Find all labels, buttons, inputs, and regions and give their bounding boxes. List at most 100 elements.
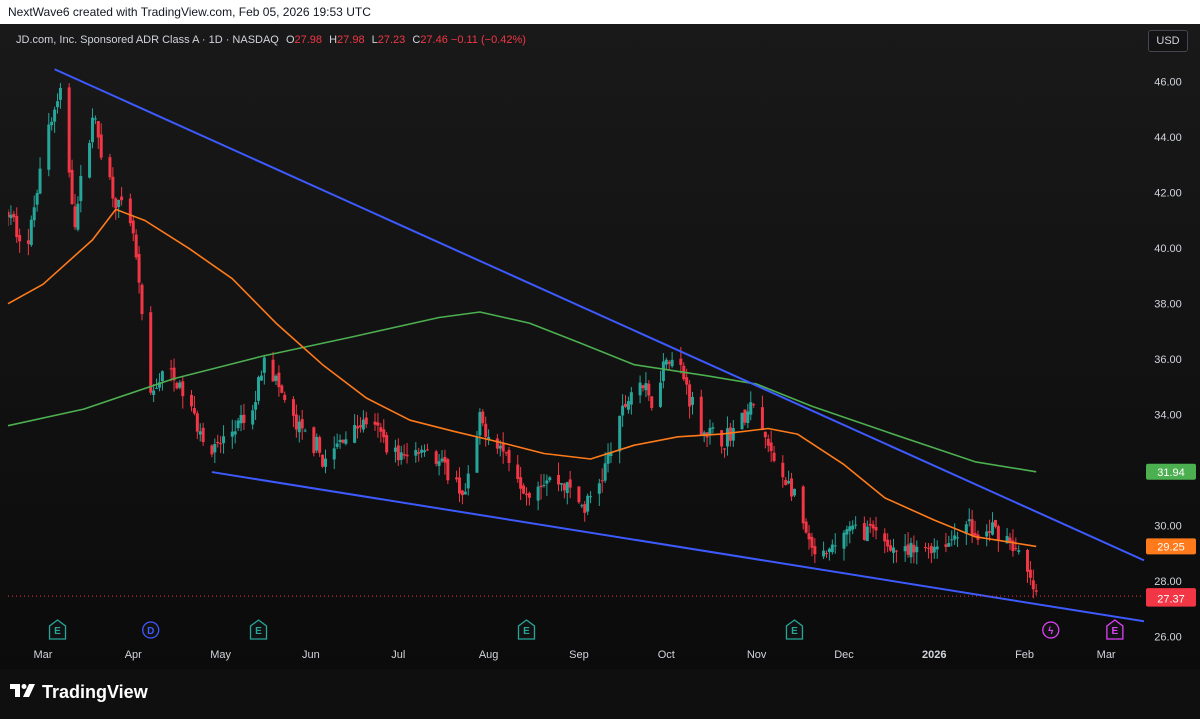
y-tick-label: 42.00	[1154, 188, 1182, 200]
candle-body	[964, 524, 968, 534]
candle-body	[303, 430, 307, 432]
candle-body	[545, 480, 549, 484]
candle-body	[192, 408, 196, 414]
tradingview-logo[interactable]: TradingView	[10, 682, 148, 703]
candle-body	[8, 211, 10, 217]
candle-body	[865, 526, 869, 542]
candle-body	[746, 411, 750, 424]
candle-body	[728, 427, 732, 441]
candle-body	[312, 427, 316, 454]
candle-body	[906, 544, 910, 555]
candle-body	[131, 220, 135, 234]
candle-body	[425, 449, 429, 451]
candle-body	[851, 525, 855, 530]
candle-body	[172, 367, 176, 381]
candle-body	[53, 109, 57, 122]
tradingview-logo-icon	[10, 682, 36, 703]
candle-body	[641, 385, 645, 389]
footer-bar	[0, 669, 1200, 719]
x-tick-label: Oct	[658, 649, 675, 661]
candle-body	[332, 448, 336, 460]
candle-body	[457, 477, 461, 494]
candle-body	[379, 427, 383, 432]
currency-button[interactable]: USD	[1148, 30, 1188, 52]
price-label-bg	[1146, 463, 1196, 480]
candle-body	[568, 479, 572, 488]
candle-body	[944, 544, 948, 547]
candle-body	[813, 546, 817, 555]
candle-body	[111, 176, 115, 199]
chart-panel[interactable]	[0, 24, 1200, 669]
candle-body	[222, 436, 226, 444]
candle-body	[364, 417, 368, 425]
candle-body	[495, 438, 499, 449]
candle-body	[356, 426, 360, 429]
candle-body	[47, 124, 51, 170]
candle-body	[70, 169, 74, 204]
candle-body	[417, 452, 421, 454]
candle-body	[155, 387, 159, 389]
low-label: L	[371, 34, 378, 46]
candle-body	[38, 168, 42, 194]
candle-body	[1028, 569, 1032, 578]
candle-body	[181, 381, 185, 397]
candle-body	[399, 452, 403, 460]
candle-body	[93, 118, 97, 120]
candle-body	[507, 449, 511, 463]
candle-body	[891, 547, 895, 553]
candle-body	[239, 415, 243, 424]
y-tick-label: 30.00	[1154, 521, 1182, 533]
candle-body	[498, 445, 502, 449]
candle-body	[501, 442, 505, 452]
candle-body	[216, 441, 220, 444]
candle-body	[708, 427, 712, 436]
candle-body	[685, 377, 689, 385]
candle-body	[1025, 549, 1029, 572]
candle-body	[626, 401, 630, 410]
candle-body	[988, 530, 992, 533]
candle-body	[953, 535, 957, 540]
candle-body	[315, 436, 319, 451]
candle-body	[481, 411, 485, 424]
candle-body	[344, 439, 348, 444]
candle-body	[924, 547, 928, 549]
candle-body	[9, 214, 13, 219]
price-chart[interactable]: Mar Apr May Jun Jul Aug Sep Oct Nov Dec 2026 Feb Mar…	[0, 24, 1200, 669]
alert-marker-label: ϟ	[1048, 626, 1054, 637]
candle-body	[699, 396, 703, 436]
candle-body	[577, 486, 581, 503]
x-tick-label: Mar	[33, 649, 52, 661]
candle-body	[195, 413, 199, 432]
candle-body	[376, 422, 380, 426]
candle-body	[56, 101, 60, 108]
candle-body	[414, 450, 418, 456]
candle-body	[140, 284, 144, 315]
candle-body	[99, 134, 103, 158]
candle-body	[618, 415, 622, 452]
candle-body	[361, 419, 365, 430]
lower-trendline	[211, 471, 1145, 623]
candle-body	[606, 452, 610, 464]
candle-body	[353, 424, 357, 443]
candle-body	[373, 421, 377, 425]
y-tick-label: 46.00	[1154, 77, 1182, 89]
candle-body	[157, 382, 161, 388]
candle-body	[583, 504, 587, 513]
candle-body	[1008, 537, 1012, 543]
candle-body	[624, 403, 628, 407]
candle-body	[589, 496, 593, 498]
candle-body	[926, 547, 930, 549]
candle-body	[830, 544, 834, 553]
high-label: H	[329, 34, 338, 46]
candle-body	[670, 359, 674, 367]
candle-body	[280, 385, 284, 393]
price-label-bg	[1146, 538, 1196, 555]
price-label-bg	[1146, 590, 1196, 607]
candle-body	[845, 529, 849, 535]
candle-body	[29, 219, 33, 245]
candle-body	[565, 482, 569, 493]
candle-body	[985, 531, 989, 537]
candle-body	[259, 375, 263, 381]
candle-body	[519, 477, 523, 489]
candle-body	[137, 253, 141, 283]
